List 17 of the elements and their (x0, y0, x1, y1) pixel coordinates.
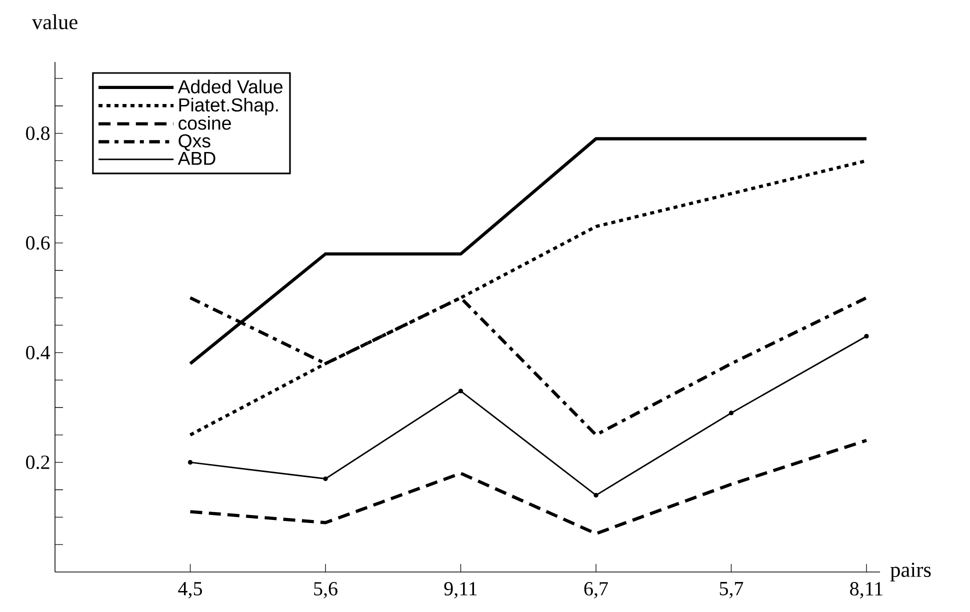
legend-label: Qxs (178, 134, 210, 151)
x-tick-label: 8,11 (850, 582, 882, 598)
y-tick-label: 0.6 (26, 236, 50, 250)
x-axis-title: pairs (890, 562, 931, 582)
x-tick-label: 6,7 (584, 582, 608, 598)
legend-label: Added Value (178, 80, 282, 94)
legend-label: cosine (178, 116, 231, 130)
x-tick-label: 4,5 (178, 582, 202, 598)
y-axis-title: value (32, 14, 78, 30)
x-tick-label: 5,6 (314, 582, 338, 598)
x-tick-label: 5,7 (720, 582, 744, 598)
x-tick-label: 9,11 (444, 582, 477, 598)
y-tick-label: 0.8 (26, 126, 50, 140)
y-tick-label: 0.2 (26, 456, 50, 470)
y-tick-label: 0.4 (26, 346, 50, 360)
legend-label: ABD (178, 152, 216, 165)
legend-label: Piatet.Shap. (179, 98, 278, 116)
